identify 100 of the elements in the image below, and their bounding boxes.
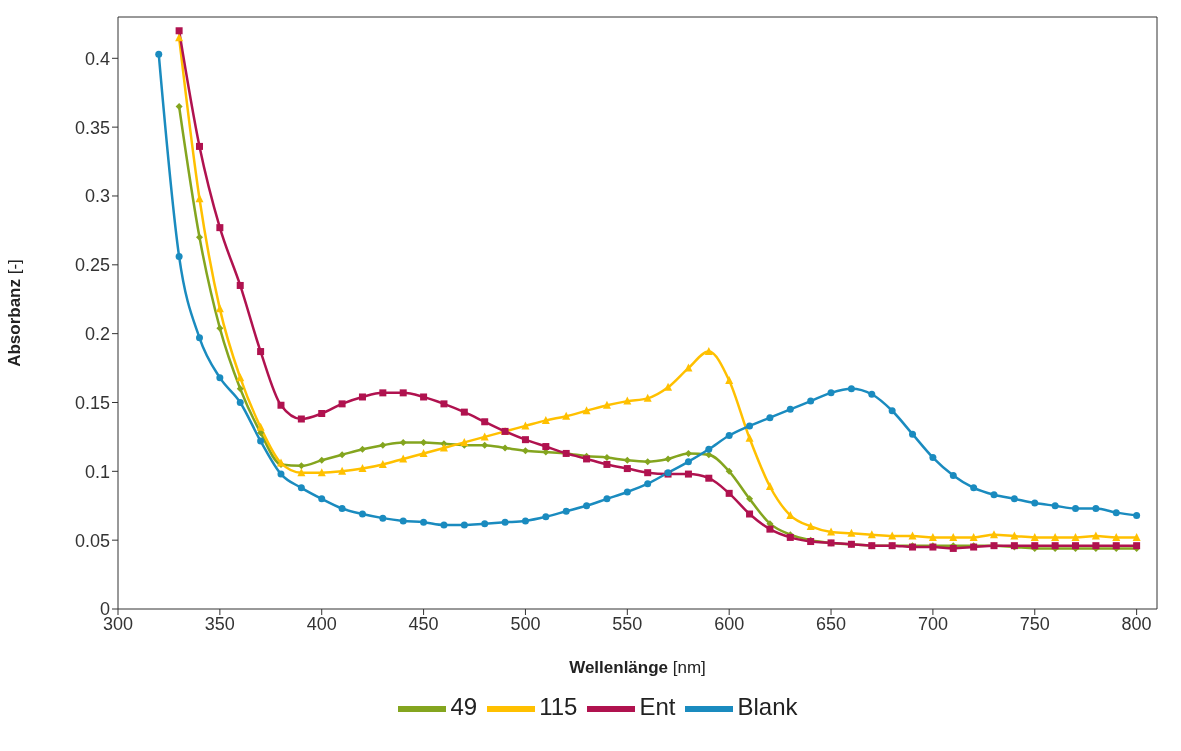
point (949, 532, 958, 541)
point (460, 437, 469, 446)
y-tick-label: 0.4 (84, 48, 110, 69)
point (175, 27, 183, 35)
point (440, 521, 448, 529)
point (847, 385, 855, 393)
point (379, 389, 387, 397)
legend-label: Blank (737, 693, 798, 721)
point (175, 33, 184, 42)
point (521, 517, 529, 525)
x-tick-label: 650 (816, 613, 847, 634)
point (602, 400, 611, 409)
point (684, 458, 692, 466)
point (1010, 495, 1018, 503)
point (419, 448, 428, 457)
point (766, 525, 774, 533)
x-axis-title: Wellenlänge [nm] (569, 658, 706, 677)
point (746, 422, 754, 430)
point (888, 407, 896, 415)
point (257, 348, 265, 356)
point (827, 389, 835, 397)
point (521, 447, 529, 455)
point (481, 418, 489, 426)
point (257, 437, 265, 445)
point (521, 436, 529, 444)
point (684, 363, 693, 372)
x-tick-label: 800 (1121, 613, 1152, 634)
y-tick-label: 0.25 (74, 255, 110, 276)
point (623, 456, 631, 464)
point (155, 50, 163, 58)
point (909, 430, 917, 438)
point (623, 488, 631, 496)
y-tick-label: 0.15 (74, 392, 110, 413)
point (970, 484, 978, 492)
point (195, 233, 203, 241)
point (358, 510, 366, 518)
point (1112, 509, 1120, 517)
point (541, 415, 550, 424)
point (1091, 531, 1100, 540)
point (460, 408, 468, 416)
point (399, 517, 407, 525)
point (338, 505, 346, 512)
y-tick-label: 0.35 (74, 117, 110, 138)
point (378, 459, 387, 468)
point (644, 480, 652, 488)
point (236, 281, 244, 289)
point (603, 454, 611, 462)
point (175, 253, 183, 261)
point (786, 405, 794, 413)
point (684, 449, 692, 457)
point (338, 466, 347, 475)
point (684, 470, 692, 478)
point (847, 528, 856, 537)
legend-label: Ent (639, 693, 676, 721)
point (277, 470, 285, 478)
point (990, 491, 998, 499)
point (1071, 532, 1080, 541)
point (603, 495, 611, 503)
point (705, 474, 713, 482)
point (420, 438, 428, 446)
point (216, 374, 224, 382)
legend-label: 49 (450, 693, 478, 721)
point (216, 224, 224, 232)
y-axis-title: Absorbanz [-] (5, 259, 24, 367)
point (1051, 532, 1060, 541)
point (583, 502, 591, 510)
y-tick-label: 0.1 (84, 461, 110, 482)
point (216, 324, 224, 332)
point (928, 532, 937, 541)
point (501, 518, 509, 526)
point (256, 422, 265, 431)
point (745, 433, 754, 442)
point (195, 194, 204, 203)
point (195, 334, 203, 342)
point (929, 454, 937, 462)
point (1133, 511, 1141, 519)
point (827, 527, 836, 536)
point (623, 396, 632, 405)
point (175, 102, 183, 110)
point (358, 464, 367, 473)
point (277, 401, 285, 409)
point (908, 531, 917, 540)
point (807, 397, 815, 405)
point (379, 514, 387, 522)
x-tick-label: 350 (204, 613, 235, 634)
point (1092, 505, 1100, 512)
point (746, 495, 754, 503)
y-tick-label: 0.05 (74, 530, 110, 551)
point (481, 441, 489, 449)
x-tick-label: 500 (510, 613, 541, 634)
point (297, 462, 305, 470)
point (501, 444, 509, 452)
point (664, 455, 672, 463)
x-tick-label: 550 (612, 613, 643, 634)
point (440, 400, 448, 408)
point (562, 411, 571, 420)
point (236, 398, 244, 406)
x-tick-label: 400 (306, 613, 337, 634)
y-tick-label: 0.3 (84, 186, 110, 207)
point (420, 393, 428, 401)
